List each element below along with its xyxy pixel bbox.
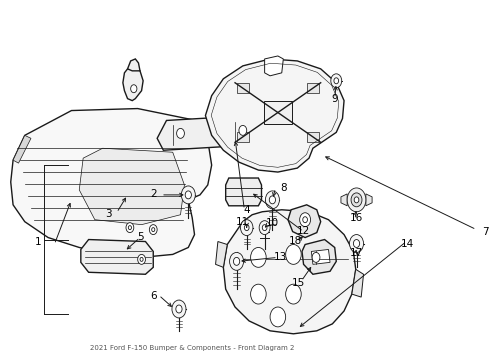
- Circle shape: [349, 235, 364, 252]
- Polygon shape: [264, 100, 292, 125]
- Circle shape: [152, 228, 155, 231]
- Circle shape: [138, 255, 146, 264]
- Circle shape: [172, 300, 186, 318]
- Circle shape: [354, 197, 359, 203]
- Circle shape: [259, 221, 270, 235]
- Text: 2: 2: [150, 189, 157, 199]
- Circle shape: [131, 85, 137, 93]
- Text: 14: 14: [401, 239, 415, 248]
- Circle shape: [351, 193, 362, 207]
- Circle shape: [241, 220, 253, 235]
- Text: 2021 Ford F-150 Bumper & Components - Front Diagram 2: 2021 Ford F-150 Bumper & Components - Fr…: [90, 345, 294, 351]
- Polygon shape: [302, 239, 336, 274]
- Circle shape: [270, 196, 275, 204]
- Text: 10: 10: [266, 218, 279, 228]
- Text: 7: 7: [483, 226, 489, 237]
- Polygon shape: [157, 116, 257, 150]
- Text: 1: 1: [35, 237, 41, 247]
- Polygon shape: [260, 218, 270, 222]
- Circle shape: [126, 223, 134, 233]
- Circle shape: [250, 247, 266, 267]
- Polygon shape: [352, 269, 364, 297]
- Circle shape: [300, 213, 311, 227]
- Circle shape: [334, 78, 339, 84]
- Circle shape: [286, 244, 301, 264]
- Circle shape: [181, 186, 196, 204]
- Circle shape: [312, 252, 320, 262]
- Polygon shape: [341, 194, 347, 206]
- Polygon shape: [11, 109, 212, 257]
- Text: 4: 4: [244, 205, 250, 215]
- Polygon shape: [127, 59, 140, 71]
- Circle shape: [270, 307, 286, 327]
- Text: 11: 11: [236, 217, 249, 227]
- Polygon shape: [226, 178, 262, 206]
- Circle shape: [239, 125, 246, 135]
- Polygon shape: [307, 132, 319, 142]
- Circle shape: [331, 74, 342, 88]
- Polygon shape: [237, 132, 249, 142]
- Circle shape: [303, 217, 307, 223]
- Circle shape: [140, 257, 143, 261]
- Polygon shape: [81, 239, 153, 274]
- Circle shape: [176, 305, 182, 313]
- Text: 16: 16: [350, 213, 363, 223]
- Circle shape: [266, 191, 279, 209]
- Polygon shape: [13, 135, 31, 163]
- Text: 17: 17: [350, 248, 363, 258]
- Polygon shape: [288, 205, 320, 238]
- Circle shape: [245, 225, 249, 231]
- Circle shape: [286, 284, 301, 304]
- Polygon shape: [216, 242, 227, 267]
- Circle shape: [353, 239, 360, 247]
- Text: 6: 6: [150, 291, 157, 301]
- Text: 15: 15: [292, 278, 305, 288]
- Polygon shape: [307, 83, 319, 93]
- Text: 12: 12: [297, 226, 310, 235]
- Text: 5: 5: [137, 231, 144, 242]
- Text: 13: 13: [273, 252, 287, 262]
- Polygon shape: [205, 59, 344, 172]
- Polygon shape: [237, 83, 249, 93]
- Circle shape: [128, 226, 131, 230]
- Circle shape: [176, 129, 184, 138]
- Text: 18: 18: [289, 235, 302, 246]
- Circle shape: [230, 252, 244, 270]
- Polygon shape: [265, 56, 283, 76]
- Polygon shape: [366, 194, 372, 206]
- Text: 8: 8: [280, 183, 287, 193]
- Circle shape: [262, 225, 267, 231]
- Polygon shape: [123, 67, 143, 100]
- Circle shape: [250, 284, 266, 304]
- Polygon shape: [223, 210, 356, 334]
- Text: 9: 9: [331, 94, 338, 104]
- Circle shape: [185, 191, 192, 199]
- Polygon shape: [79, 148, 184, 225]
- Circle shape: [233, 257, 240, 265]
- Circle shape: [347, 188, 366, 212]
- Circle shape: [149, 225, 157, 235]
- Text: 3: 3: [105, 209, 112, 219]
- Polygon shape: [311, 249, 330, 264]
